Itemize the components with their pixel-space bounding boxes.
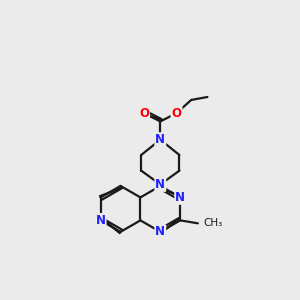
Text: N: N	[155, 133, 165, 146]
Text: N: N	[175, 191, 185, 204]
Text: N: N	[155, 225, 165, 239]
Text: N: N	[155, 178, 165, 191]
Text: N: N	[96, 214, 106, 227]
Text: CH₃: CH₃	[203, 218, 222, 228]
Text: O: O	[172, 107, 182, 120]
Text: O: O	[139, 107, 149, 120]
